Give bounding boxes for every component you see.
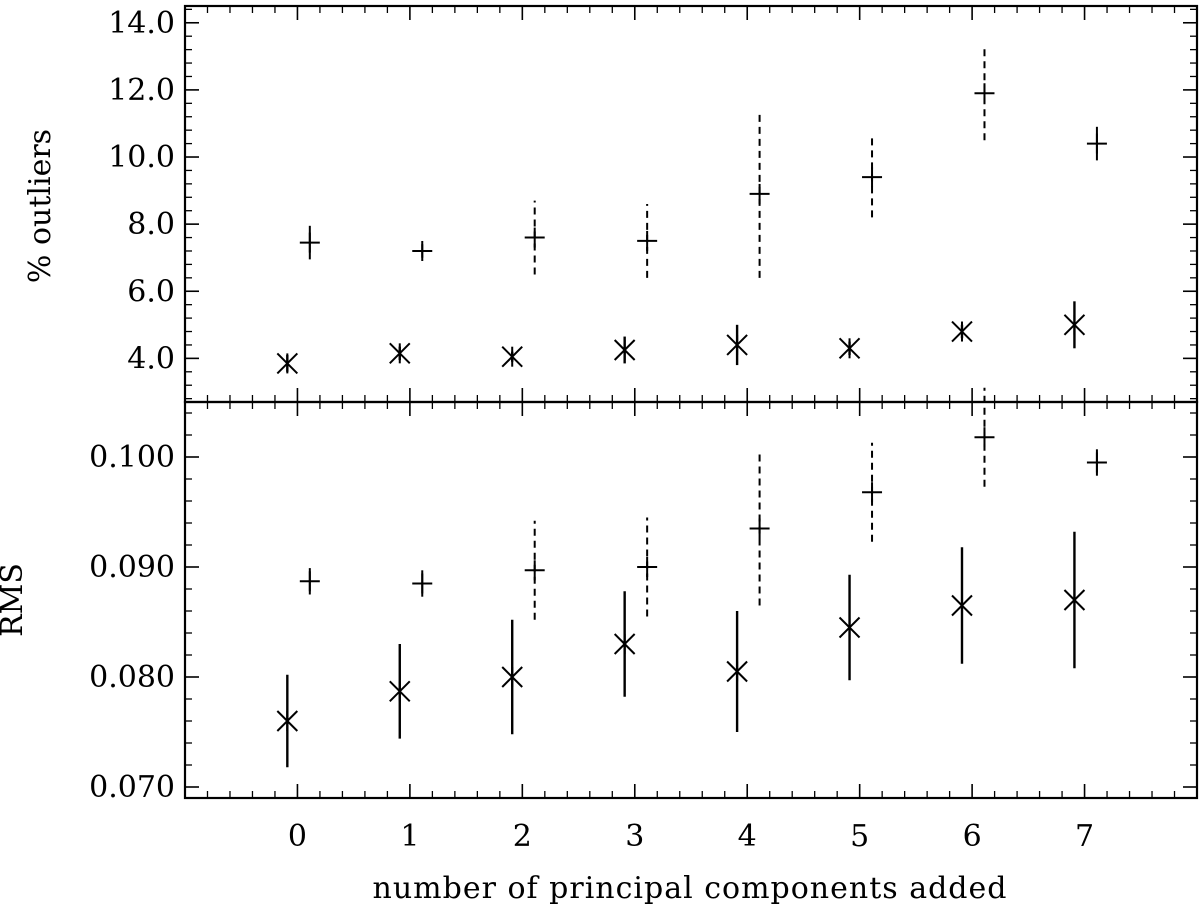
outliers-plus-point [524,227,545,248]
x-tick-label: 3 [625,819,644,854]
rms-asterisk-point [501,666,523,688]
rms-asterisk-point [276,710,299,732]
x-tick-label: 2 [513,819,532,854]
outliers-asterisk-point [276,352,299,375]
outliers-y-axis-label: % outliers [23,129,58,283]
rms-ticks: 0.070 0.080 0.090 0.100 0 1 2 3 4 5 6 7 [89,402,1197,854]
outliers-asterisk-point [726,334,748,356]
rms-marks [276,387,1107,768]
outliers-panel-frame [183,4,1199,404]
rms-plus-point [974,427,995,448]
outliers-y-tick-label: 4.0 [127,341,175,376]
x-tick-label: 6 [963,819,982,854]
rms-plus-point [1086,452,1107,473]
outliers-y-tick-label: 10.0 [108,140,175,175]
rms-asterisk-point [613,633,636,655]
x-tick-label: 5 [850,819,869,854]
outliers-asterisk-point [951,320,973,343]
rms-asterisk-point [726,660,748,683]
outliers-asterisk-point [838,337,861,360]
outliers-plus-point [1086,133,1107,154]
rms-plus-point [749,518,770,539]
rms-plus-point [299,571,320,592]
outliers-y-tick-label: 8.0 [127,207,175,242]
rms-asterisk-point [1063,589,1086,611]
rms-y-tick-label: 0.090 [89,550,175,585]
outliers-asterisk-point [1063,314,1086,336]
rms-y-tick-label: 0.100 [89,440,175,475]
outliers-marks [276,46,1107,375]
outliers-plus-point [749,183,770,204]
outliers-plus-point [412,240,433,261]
rms-y-tick-label: 0.070 [89,770,175,805]
rms-asterisk-point [951,594,973,617]
outliers-plus-point [974,83,995,104]
rms-panel: 0.070 0.080 0.090 0.100 0 1 2 3 4 5 6 7 RMS number … [0,387,1199,906]
rms-panel-frame [183,400,1199,800]
rms-plus-point [637,557,658,577]
outliers-y-tick-label: 12.0 [108,73,175,108]
outliers-asterisk-point [613,339,636,361]
rms-plus-point [862,482,883,503]
rms-plus-point [524,560,545,581]
outliers-asterisk-point [389,342,411,365]
x-axis-label: number of principal components added [373,871,1008,906]
outliers-plus-point [637,230,658,251]
outliers-plus-point [862,167,883,188]
rms-y-axis-label: RMS [0,563,30,637]
outliers-y-tick-label: 14.0 [108,6,175,41]
rms-y-tick-label: 0.080 [89,660,175,695]
x-tick-label: 7 [1075,819,1094,854]
outliers-asterisk-point [501,345,523,368]
outliers-plus-point [299,232,320,253]
outliers-y-tick-label: 6.0 [127,274,175,309]
outliers-ticks: 4.0 6.0 8.0 10.0 12.0 14.0 [108,6,1197,402]
rms-plus-point [412,573,433,594]
x-tick-label: 0 [288,819,307,854]
rms-asterisk-point [389,680,411,703]
outliers-panel: 4.0 6.0 8.0 10.0 12.0 14.0 % outliers [23,4,1199,404]
x-tick-label: 1 [400,819,419,854]
x-tick-label: 4 [738,819,757,854]
rms-asterisk-point [838,616,861,639]
